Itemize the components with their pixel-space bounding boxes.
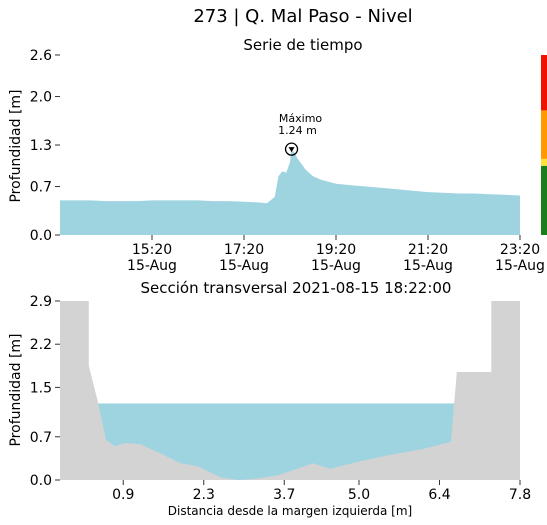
- ytick-label: 1.5: [30, 380, 52, 396]
- cross-section-chart: Sección transversal 2021-08-15 18:22:00 …: [8, 279, 531, 518]
- xtick-time-label: 17:20: [224, 242, 264, 258]
- xtick-label: 3.7: [273, 487, 295, 503]
- depth-area: [60, 149, 520, 235]
- max-annotation: Máximo 1.24 m: [278, 112, 323, 156]
- figure-title: 273 | Q. Mal Paso - Nivel: [193, 6, 412, 27]
- cross-section-xlabel: Distancia desde la margen izquierda [m]: [168, 504, 412, 518]
- xtick-label: 7.8: [509, 487, 531, 503]
- max-annotation-value: 1.24 m: [278, 124, 317, 137]
- alert-level-bar: [541, 55, 547, 235]
- max-marker-triangle: [288, 147, 295, 153]
- xtick-time-label: 19:20: [316, 242, 356, 258]
- xtick-date-label: 15-Aug: [403, 258, 453, 274]
- time-series-ylabel: Profundidad [m]: [8, 89, 24, 202]
- xtick-date-label: 15-Aug: [219, 258, 269, 274]
- time-series-yticks: 0.0 0.7 1.3 2.0 2.6: [30, 48, 60, 244]
- ytick-label: 2.2: [30, 337, 52, 353]
- max-marker-ring: [284, 142, 299, 156]
- cross-section-ylabel: Profundidad [m]: [8, 333, 24, 446]
- xtick-label: 0.9: [112, 487, 134, 503]
- xtick-time-label: 21:20: [408, 242, 448, 258]
- xtick-label: 2.3: [193, 487, 215, 503]
- ytick-label: 0.0: [30, 228, 52, 244]
- level-segment: [541, 55, 547, 111]
- cross-section-title: Sección transversal 2021-08-15 18:22:00: [141, 279, 452, 297]
- ytick-label: 0.0: [30, 473, 52, 489]
- riverbed-profile: [60, 301, 520, 480]
- level-segment: [541, 110, 547, 159]
- time-series-xticks: 15:2015-Aug17:2015-Aug19:2015-Aug21:2015…: [127, 235, 545, 274]
- xtick-label: 6.4: [428, 487, 450, 503]
- ytick-label: 2.0: [30, 90, 52, 106]
- ytick-label: 2.9: [30, 294, 52, 310]
- cross-section-plot-area: [60, 301, 520, 480]
- xtick-time-label: 23:20: [500, 242, 540, 258]
- cross-section-xticks: 0.9 2.3 3.7 5.0 6.4 7.8: [112, 480, 531, 503]
- ytick-label: 1.3: [30, 138, 52, 154]
- time-series-plot-area: [60, 149, 520, 235]
- time-series-title: Serie de tiempo: [243, 36, 362, 54]
- level-segment: [541, 158, 547, 166]
- cross-section-yticks: 0.0 0.7 1.5 2.2 2.9: [30, 294, 60, 489]
- level-segment: [541, 165, 547, 235]
- ytick-label: 2.6: [30, 48, 52, 64]
- xtick-date-label: 15-Aug: [311, 258, 361, 274]
- xtick-label: 5.0: [348, 487, 370, 503]
- time-series-chart: Serie de tiempo Profundidad [m] 0.0 0.7 1.…: [8, 36, 547, 274]
- xtick-date-label: 15-Aug: [495, 258, 545, 274]
- ytick-label: 0.7: [30, 430, 52, 446]
- xtick-date-label: 15-Aug: [127, 258, 177, 274]
- ytick-label: 0.7: [30, 180, 52, 196]
- xtick-time-label: 15:20: [132, 242, 172, 258]
- max-annotation-label: Máximo: [279, 112, 323, 125]
